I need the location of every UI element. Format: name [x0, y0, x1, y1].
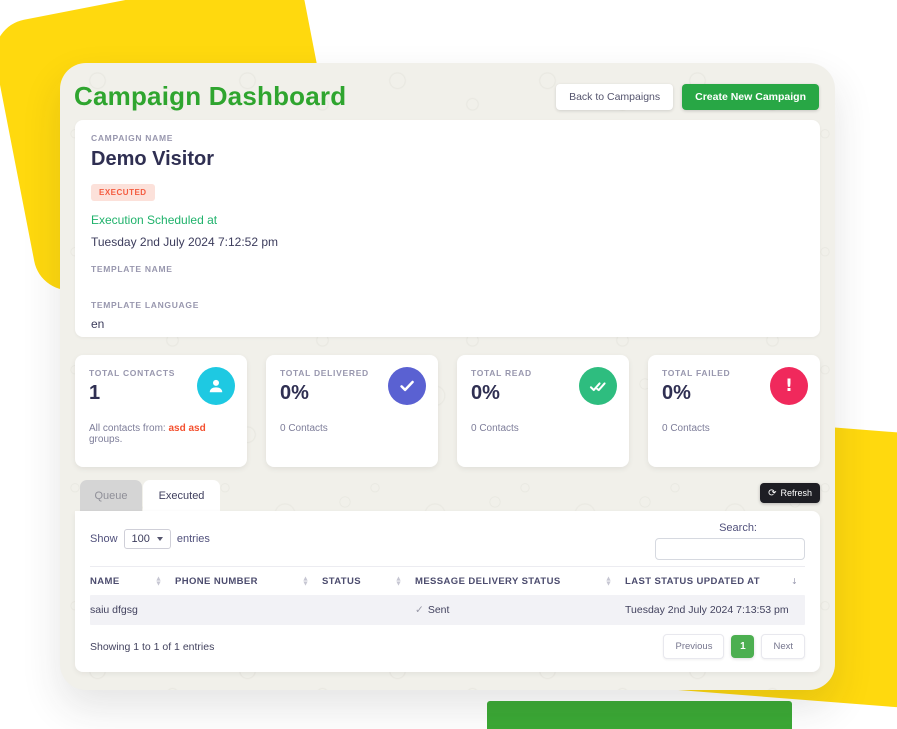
- stat-label: TOTAL CONTACTS: [89, 368, 176, 378]
- stat-value: 0%: [471, 382, 500, 404]
- column-header-status[interactable]: STATUS ▲ ▼: [322, 576, 415, 587]
- column-header-message-delivery-status[interactable]: MESSAGE DELIVERY STATUS ▲ ▼: [415, 576, 625, 587]
- table-footer: Showing 1 to 1 of 1 entries Previous 1 N…: [90, 634, 805, 659]
- table-row[interactable]: saiu dfgsg ✓ Sent Tuesday 2nd July 2024 7…: [90, 595, 805, 625]
- show-label: Show: [90, 533, 118, 545]
- create-new-campaign-button[interactable]: Create New Campaign: [682, 83, 819, 110]
- stat-value: 0%: [662, 382, 691, 404]
- stat-label: TOTAL FAILED: [662, 368, 731, 378]
- execution-scheduled-time: Tuesday 2nd July 2024 7:12:52 pm: [91, 235, 279, 249]
- entries-summary: Showing 1 to 1 of 1 entries: [90, 640, 215, 653]
- column-label: PHONE NUMBER: [175, 576, 258, 587]
- search-label: Search:: [719, 522, 757, 534]
- pagination: Previous 1 Next: [663, 634, 805, 659]
- stat-label: TOTAL READ: [471, 368, 532, 378]
- user-icon: [197, 367, 235, 405]
- note-prefix: All contacts from:: [89, 423, 169, 434]
- table-panel: Show 100 entries Search: NAME ▲ ▼: [75, 511, 820, 672]
- column-header-last-status-updated-at[interactable]: LAST STATUS UPDATED AT: [625, 576, 791, 587]
- stat-value: 1: [89, 382, 101, 404]
- stat-card-total-contacts: TOTAL CONTACTS 1 All contacts from: asd …: [75, 355, 247, 467]
- column-header-phone-number[interactable]: PHONE NUMBER ▲ ▼: [175, 576, 322, 587]
- stat-note: All contacts from: asd asd groups.: [89, 423, 233, 445]
- tab-executed[interactable]: Executed: [143, 480, 220, 511]
- refresh-button[interactable]: ⟳ Refresh: [760, 483, 820, 503]
- stat-label: TOTAL DELIVERED: [280, 368, 369, 378]
- sort-icon: ▲ ▼: [396, 576, 401, 587]
- column-header-name[interactable]: NAME ▲ ▼: [90, 576, 175, 587]
- tab-queue[interactable]: Queue: [80, 480, 142, 511]
- page-size-select[interactable]: 100: [123, 529, 171, 549]
- refresh-label: Refresh: [780, 488, 812, 498]
- column-label: STATUS: [322, 576, 361, 587]
- chevron-down-icon: [156, 537, 163, 541]
- column-label: LAST STATUS UPDATED AT: [625, 576, 760, 587]
- entries-label: entries: [176, 533, 210, 545]
- stats-row: TOTAL CONTACTS 1 All contacts from: asd …: [75, 355, 820, 467]
- previous-page-button[interactable]: Previous: [663, 634, 725, 659]
- campaign-name-label: CAMPAIGN NAME: [91, 133, 174, 143]
- current-page-button[interactable]: 1: [731, 635, 755, 658]
- template-name-value: [91, 274, 804, 295]
- page-size-value: 100: [131, 533, 150, 545]
- stat-note: 0 Contacts: [280, 423, 328, 434]
- back-to-campaigns-button[interactable]: Back to Campaigns: [556, 83, 674, 110]
- note-suffix: groups.: [89, 434, 123, 445]
- campaign-name: Demo Visitor: [91, 148, 214, 170]
- cell-delivery-status: ✓ Sent: [415, 604, 625, 616]
- stat-note: 0 Contacts: [662, 423, 710, 434]
- stat-note: 0 Contacts: [471, 423, 519, 434]
- exclamation-icon: !: [770, 367, 808, 405]
- table-controls: Show 100 entries Search:: [90, 522, 805, 566]
- sort-icon: ▲ ▼: [606, 576, 611, 587]
- template-name-label: TEMPLATE NAME: [91, 264, 173, 274]
- search-control: Search:: [655, 522, 805, 560]
- sort-icon: ▲ ▼: [156, 576, 161, 587]
- sort-descending-icon[interactable]: ↓: [791, 577, 798, 586]
- status-badge: EXECUTED: [91, 184, 155, 201]
- page-size-control: Show 100 entries: [90, 529, 210, 549]
- column-label: MESSAGE DELIVERY STATUS: [415, 576, 561, 587]
- stat-card-total-read: TOTAL READ 0% 0 Contacts: [457, 355, 629, 467]
- table-header-row: NAME ▲ ▼ PHONE NUMBER ▲ ▼ STATUS ▲ ▼ MESSAG…: [90, 566, 805, 595]
- dashboard-card: Campaign Dashboard Back to Campaigns Cre…: [60, 63, 835, 690]
- next-page-button[interactable]: Next: [761, 634, 805, 659]
- template-language-value: en: [91, 317, 105, 331]
- template-language-label: TEMPLATE LANGUAGE: [91, 300, 200, 310]
- double-check-icon: [579, 367, 617, 405]
- execution-scheduled-label: Execution Scheduled at: [91, 213, 218, 227]
- refresh-icon: ⟳: [768, 487, 777, 499]
- cell-updated-at: Tuesday 2nd July 2024 7:13:53 pm: [625, 604, 789, 616]
- search-input[interactable]: [655, 538, 805, 560]
- cell-name: saiu dfgsg: [90, 604, 138, 616]
- page-title: Campaign Dashboard: [74, 81, 347, 111]
- sort-icon: ▲ ▼: [303, 576, 308, 587]
- delivery-status-text: Sent: [427, 604, 450, 616]
- checkmark-icon: ✓: [415, 604, 424, 616]
- check-icon: [388, 367, 426, 405]
- stat-card-total-delivered: TOTAL DELIVERED 0% 0 Contacts: [266, 355, 438, 467]
- campaign-info-panel: CAMPAIGN NAME Demo Visitor EXECUTED Exec…: [75, 120, 820, 337]
- column-label: NAME: [90, 576, 120, 587]
- note-groups: asd asd: [168, 423, 206, 434]
- header: Campaign Dashboard Back to Campaigns Cre…: [60, 63, 835, 122]
- stat-card-total-failed: TOTAL FAILED 0% ! 0 Contacts: [648, 355, 820, 467]
- stat-value: 0%: [280, 382, 309, 404]
- decorative-green-bar: [487, 701, 792, 729]
